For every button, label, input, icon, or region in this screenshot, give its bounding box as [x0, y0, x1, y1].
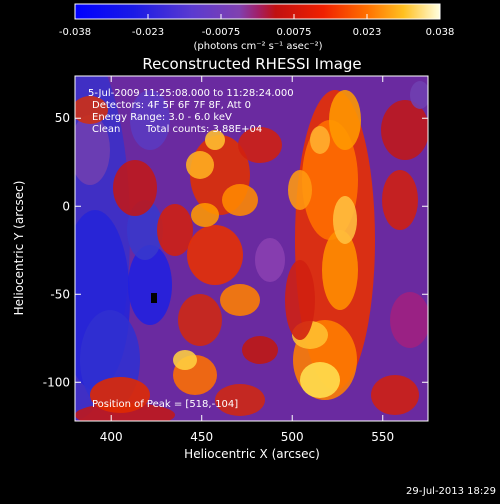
timestamp: 29-Jul-2013 18:29	[406, 486, 496, 497]
x-tick-label: 450	[190, 430, 213, 444]
heatmap-blob	[390, 292, 428, 348]
annotation-total-counts: Total counts: 3.88E+04	[145, 124, 262, 135]
heatmap-blob	[242, 336, 278, 364]
annotation-energy-range: Energy Range: 3.0 - 6.0 keV	[92, 112, 232, 123]
annotation-method: Clean	[92, 124, 120, 135]
x-tick-label: 500	[281, 430, 304, 444]
annotation-time-range: 5-Jul-2009 11:25:08.000 to 11:28:24.000	[88, 88, 294, 99]
x-tick-label: 550	[371, 430, 394, 444]
heatmap-image	[75, 76, 428, 421]
heatmap-blob	[75, 115, 110, 185]
heatmap-blob	[329, 90, 361, 150]
y-tick-label: 50	[55, 111, 70, 125]
heatmap-blob	[90, 377, 150, 413]
heatmap-blob	[285, 260, 315, 340]
heatmap-minimum-pixel	[151, 293, 157, 303]
heatmap-blob	[191, 203, 219, 227]
heatmap-blob	[222, 184, 258, 216]
heatmap-blob	[157, 204, 193, 256]
heatmap-blob	[220, 284, 260, 316]
heatmap-blob	[186, 151, 214, 179]
heatmap-blob	[288, 170, 312, 210]
colorbar-tick-label: -0.023	[132, 27, 164, 38]
colorbar-ticks: -0.038 -0.023 -0.0075 0.0075 0.023 0.038	[59, 14, 454, 38]
x-tick-label: 400	[100, 430, 123, 444]
x-axis: 400 450 500 550	[100, 76, 394, 444]
y-tick-label: -100	[43, 375, 70, 389]
heatmap-blob	[381, 100, 428, 160]
heatmap-blob	[187, 225, 243, 285]
chart-title: Reconstructed RHESSI Image	[142, 55, 361, 73]
heatmap-blob	[205, 130, 225, 150]
heatmap-blob	[215, 384, 265, 416]
heatmap-blob	[75, 96, 108, 124]
heatmap-blob	[173, 350, 197, 370]
colorbar-tick-label: -0.038	[59, 27, 91, 38]
heatmap-blob	[238, 127, 282, 163]
y-axis-title: Heliocentric Y (arcsec)	[12, 181, 26, 316]
heatmap-blob	[410, 81, 428, 109]
y-axis: 50 0 -50 -100	[43, 111, 428, 389]
colorbar-tick-label: -0.0075	[202, 27, 241, 38]
annotation-detectors: Detectors: 4F 5F 6F 7F 8F, Att 0	[92, 100, 251, 111]
heatmap-blob	[178, 294, 222, 346]
heatmap-blob	[128, 245, 172, 325]
x-axis-title: Heliocentric X (arcsec)	[184, 447, 320, 461]
heatmap-blob	[310, 126, 330, 154]
colorbar	[74, 3, 441, 20]
colorbar-tick-label: 0.023	[353, 27, 382, 38]
heatmap-blob	[255, 238, 285, 282]
y-tick-label: -50	[50, 287, 70, 301]
annotation-peak-position: Position of Peak = [518,-104]	[92, 399, 238, 410]
colorbar-tick-label: 0.038	[426, 27, 455, 38]
heatmap-blob	[322, 230, 358, 310]
heatmap-blob	[130, 90, 170, 150]
heatmap-blob	[113, 160, 157, 216]
heatmap-blob	[382, 170, 418, 230]
plot-frame	[74, 75, 429, 422]
y-tick-label: 0	[62, 199, 70, 213]
heatmap-blob	[371, 375, 419, 415]
heatmap-blob	[333, 196, 357, 244]
colorbar-tick-label: 0.0075	[277, 27, 312, 38]
colorbar-unit-label: (photons cm⁻² s⁻¹ asec⁻²)	[193, 41, 322, 52]
heatmap-blob	[300, 362, 340, 398]
